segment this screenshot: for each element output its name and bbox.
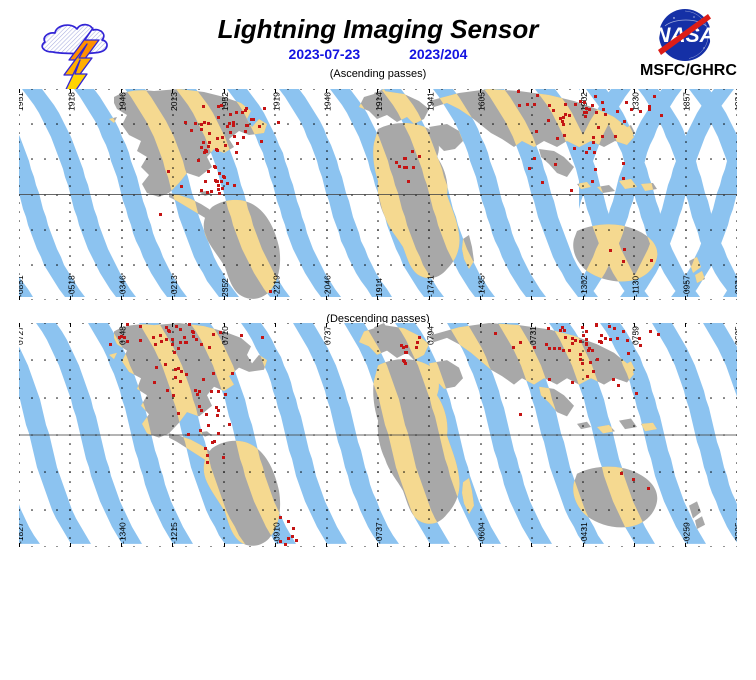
svg-text:1924: 1924 [733, 92, 737, 111]
svg-text:-0518: -0518 [66, 275, 76, 297]
svg-text:-0957: -0957 [682, 275, 692, 297]
svg-text:1914: 1914 [374, 92, 384, 111]
svg-text:-2305: -2305 [733, 522, 737, 544]
svg-text:-1302: -1302 [579, 275, 589, 297]
svg-text:2352: 2352 [220, 278, 230, 297]
svg-text:0727: 0727 [19, 326, 25, 345]
svg-text:0710: 0710 [220, 326, 230, 345]
svg-text:-0213: -0213 [169, 275, 179, 297]
svg-text:0605: 0605 [733, 326, 737, 345]
svg-text:1951: 1951 [19, 92, 25, 111]
svg-text:1919: 1919 [271, 92, 281, 111]
svg-text:0794: 0794 [425, 326, 435, 345]
svg-text:0759: 0759 [630, 326, 640, 345]
svg-text:-1340: -1340 [118, 522, 128, 544]
svg-text:1946: 1946 [118, 92, 128, 111]
svg-text:-2046: -2046 [323, 275, 333, 297]
svg-text:1946: 1946 [323, 92, 333, 111]
svg-text:1857: 1857 [682, 92, 692, 111]
svg-text:-0259: -0259 [682, 522, 692, 544]
svg-text:-1435: -1435 [477, 275, 487, 297]
svg-text:1941: 1941 [425, 92, 435, 111]
svg-text:-1827: -1827 [19, 522, 25, 544]
svg-text:-0851: -0851 [19, 275, 25, 297]
svg-text:-1741: -1741 [425, 275, 435, 297]
svg-text:-0824: -0824 [733, 275, 737, 297]
svg-text:1952: 1952 [220, 92, 230, 111]
svg-text:-1130: -1130 [630, 276, 640, 297]
svg-text:1914: 1914 [374, 278, 384, 297]
svg-text:0737: 0737 [323, 326, 333, 345]
svg-text:-0737: -0737 [374, 522, 384, 544]
svg-text:-0346: -0346 [118, 275, 128, 297]
svg-text:0731: 0731 [528, 326, 538, 345]
svg-text:1918: 1918 [66, 92, 76, 111]
svg-text:-2219: -2219 [271, 275, 281, 297]
svg-text:-0604: -0604 [477, 522, 487, 544]
svg-text:2013: 2013 [169, 92, 179, 111]
svg-text:1605: 1605 [477, 92, 487, 111]
svg-text:-0431: -0431 [579, 522, 589, 544]
svg-text:-1215: -1215 [169, 522, 179, 544]
